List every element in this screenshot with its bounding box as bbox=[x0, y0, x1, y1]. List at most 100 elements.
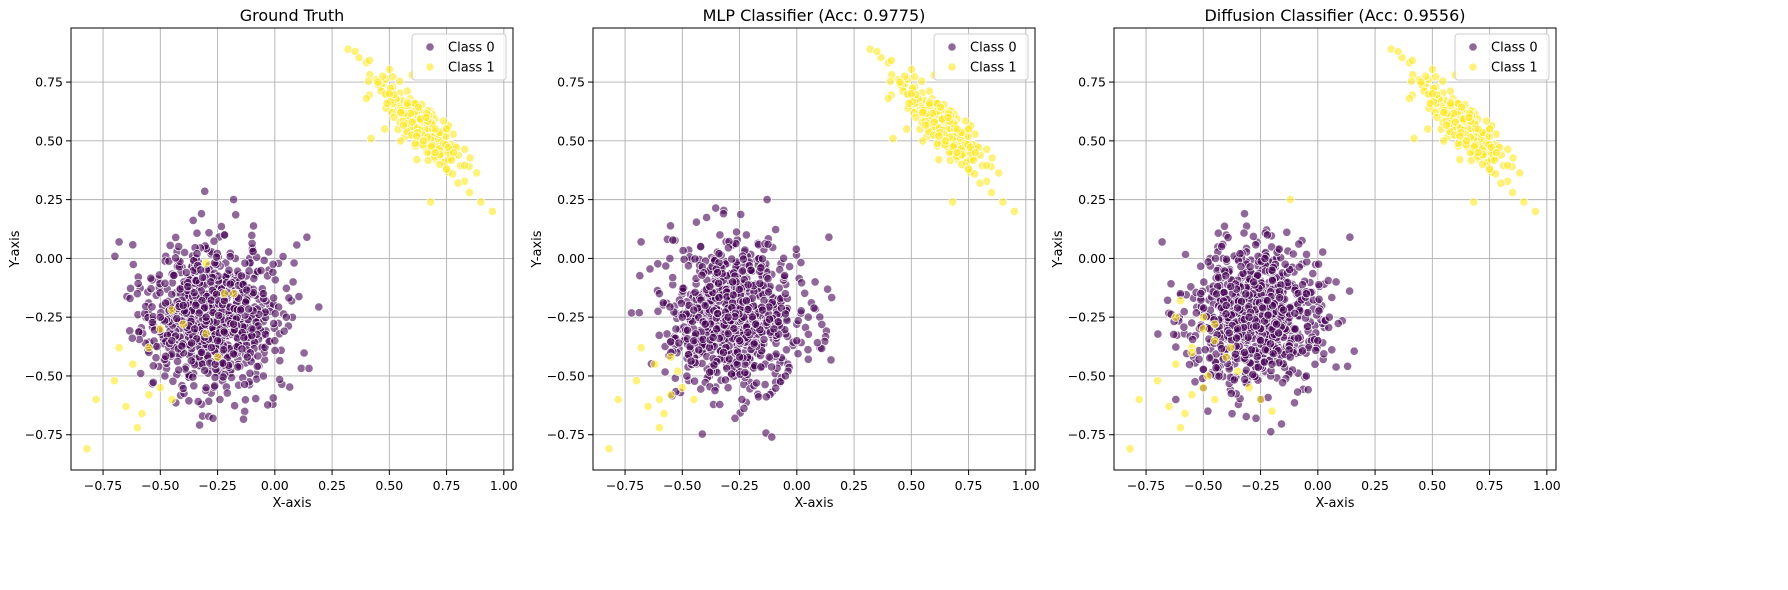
legend-marker-class-0 bbox=[425, 42, 435, 52]
data-point-class-0 bbox=[194, 308, 204, 318]
data-point-class-0 bbox=[1262, 230, 1273, 240]
data-point-class-0 bbox=[230, 401, 240, 411]
y-axis-label: Y-axis bbox=[8, 230, 23, 268]
data-point-class-0 bbox=[737, 394, 747, 405]
data-point-class-0 bbox=[690, 254, 700, 264]
data-point-class-1 bbox=[918, 136, 928, 146]
y-tick-label: 0.00 bbox=[1078, 251, 1106, 266]
data-point-class-0 bbox=[736, 209, 746, 219]
data-point-class-0 bbox=[738, 254, 749, 264]
data-point-class-0 bbox=[1240, 374, 1250, 384]
data-point-class-1 bbox=[1530, 206, 1541, 216]
data-point-class-0 bbox=[749, 339, 759, 349]
data-point-class-0 bbox=[178, 383, 188, 394]
data-point-class-1 bbox=[968, 155, 979, 165]
data-point-class-0 bbox=[1252, 352, 1262, 362]
data-point-class-1 bbox=[963, 124, 974, 134]
data-point-class-1 bbox=[654, 394, 665, 405]
data-point-class-0 bbox=[741, 230, 752, 240]
data-point-class-0 bbox=[258, 371, 268, 381]
data-point-class-0 bbox=[167, 289, 177, 300]
data-point-class-0 bbox=[1239, 209, 1250, 219]
data-point-class-0 bbox=[718, 209, 729, 219]
data-point-class-1 bbox=[1256, 394, 1266, 405]
data-point-class-1 bbox=[982, 144, 992, 154]
data-point-class-1 bbox=[1427, 89, 1437, 99]
data-point-class-0 bbox=[1311, 345, 1321, 355]
data-point-class-1 bbox=[886, 55, 897, 66]
y-tick-label: 0.50 bbox=[35, 133, 63, 148]
data-point-class-0 bbox=[189, 381, 199, 391]
data-point-class-0 bbox=[714, 292, 724, 303]
data-point-class-0 bbox=[766, 362, 777, 372]
data-point-class-1 bbox=[1425, 98, 1435, 109]
data-point-class-1 bbox=[643, 401, 653, 412]
data-point-class-1 bbox=[1267, 406, 1277, 416]
data-point-class-0 bbox=[240, 395, 250, 405]
data-point-class-0 bbox=[240, 406, 250, 416]
data-point-class-0 bbox=[1260, 254, 1270, 264]
y-tick-label: −0.25 bbox=[547, 310, 585, 325]
data-point-class-1 bbox=[1503, 160, 1513, 170]
data-point-class-0 bbox=[237, 344, 247, 354]
data-point-class-1 bbox=[1210, 394, 1220, 405]
data-point-class-0 bbox=[689, 336, 699, 346]
data-point-class-0 bbox=[240, 258, 250, 268]
data-point-class-1 bbox=[872, 46, 882, 57]
data-point-class-0 bbox=[213, 336, 223, 346]
data-point-class-0 bbox=[299, 348, 309, 358]
x-axis-label: X-axis bbox=[795, 496, 834, 511]
data-point-class-0 bbox=[679, 254, 689, 264]
data-point-class-1 bbox=[1473, 148, 1483, 158]
data-point-class-1 bbox=[380, 124, 390, 134]
data-point-class-0 bbox=[1190, 377, 1200, 387]
data-point-class-1 bbox=[952, 124, 962, 134]
data-point-class-0 bbox=[1219, 221, 1230, 231]
data-point-class-0 bbox=[1272, 319, 1282, 329]
data-point-class-0 bbox=[709, 360, 719, 370]
y-tick-label: 0.00 bbox=[557, 251, 585, 266]
data-point-class-0 bbox=[200, 365, 210, 375]
data-point-class-0 bbox=[743, 280, 753, 290]
y-tick-label: 0.50 bbox=[557, 133, 585, 148]
data-point-class-1 bbox=[1481, 116, 1492, 126]
data-point-class-0 bbox=[160, 278, 170, 288]
data-point-class-0 bbox=[206, 342, 216, 353]
data-point-class-0 bbox=[161, 298, 171, 308]
data-point-class-0 bbox=[279, 326, 289, 336]
data-point-class-0 bbox=[1221, 271, 1231, 281]
data-point-class-0 bbox=[294, 291, 304, 302]
data-point-class-1 bbox=[952, 148, 962, 158]
y-axis-label: Y-axis bbox=[1051, 230, 1066, 268]
data-point-class-0 bbox=[263, 247, 274, 257]
data-point-class-1 bbox=[388, 72, 398, 82]
data-point-class-0 bbox=[1169, 329, 1179, 339]
data-point-class-0 bbox=[723, 243, 734, 253]
data-point-class-0 bbox=[171, 232, 181, 242]
legend-label-class-1: Class 1 bbox=[970, 61, 1017, 76]
y-tick-label: 0.75 bbox=[1078, 75, 1106, 90]
data-point-class-0 bbox=[1280, 259, 1290, 269]
data-point-class-0 bbox=[1273, 328, 1284, 338]
data-point-class-0 bbox=[1226, 281, 1236, 292]
data-point-class-1 bbox=[144, 343, 154, 353]
x-tick-label: 1.00 bbox=[1012, 478, 1040, 493]
data-point-class-0 bbox=[193, 396, 203, 407]
data-point-class-0 bbox=[737, 266, 748, 276]
data-point-class-0 bbox=[127, 333, 137, 343]
data-point-class-0 bbox=[764, 352, 774, 362]
data-point-class-0 bbox=[682, 371, 692, 381]
data-point-class-0 bbox=[761, 392, 771, 402]
data-point-class-0 bbox=[1318, 247, 1328, 257]
data-point-class-0 bbox=[148, 361, 158, 371]
data-point-class-0 bbox=[175, 284, 185, 294]
data-point-class-1 bbox=[613, 394, 623, 405]
data-point-class-0 bbox=[1303, 308, 1313, 318]
data-point-class-1 bbox=[430, 148, 440, 158]
data-point-class-0 bbox=[697, 270, 707, 280]
data-point-class-0 bbox=[812, 338, 823, 348]
data-point-class-0 bbox=[180, 247, 190, 258]
legend-label-class-0: Class 0 bbox=[1491, 41, 1538, 56]
data-point-class-1 bbox=[155, 324, 165, 334]
